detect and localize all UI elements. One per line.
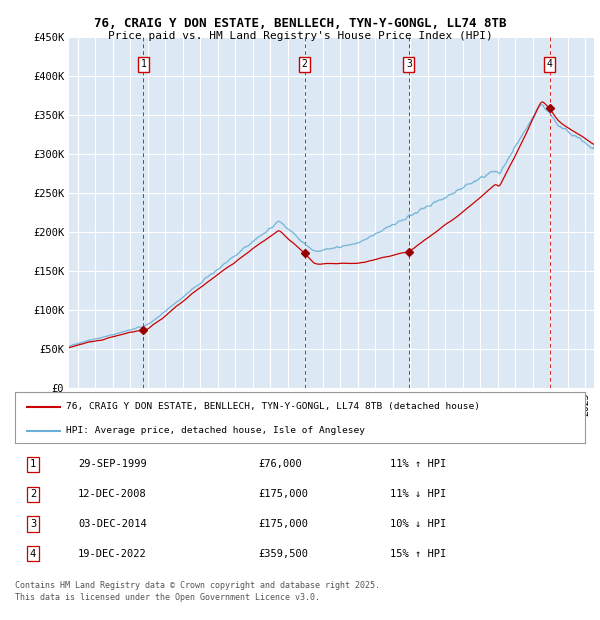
Text: HPI: Average price, detached house, Isle of Anglesey: HPI: Average price, detached house, Isle… bbox=[66, 426, 365, 435]
Text: £359,500: £359,500 bbox=[258, 549, 308, 559]
Text: 4: 4 bbox=[30, 549, 36, 559]
Text: 76, CRAIG Y DON ESTATE, BENLLECH, TYN-Y-GONGL, LL74 8TB (detached house): 76, CRAIG Y DON ESTATE, BENLLECH, TYN-Y-… bbox=[66, 402, 481, 411]
Text: 10% ↓ HPI: 10% ↓ HPI bbox=[390, 519, 446, 529]
Text: Contains HM Land Registry data © Crown copyright and database right 2025.: Contains HM Land Registry data © Crown c… bbox=[15, 581, 380, 590]
Text: 19-DEC-2022: 19-DEC-2022 bbox=[78, 549, 147, 559]
Text: 1: 1 bbox=[30, 459, 36, 469]
Text: 29-SEP-1999: 29-SEP-1999 bbox=[78, 459, 147, 469]
Text: 4: 4 bbox=[547, 60, 553, 69]
Text: £175,000: £175,000 bbox=[258, 519, 308, 529]
Text: Price paid vs. HM Land Registry's House Price Index (HPI): Price paid vs. HM Land Registry's House … bbox=[107, 31, 493, 41]
Text: 2: 2 bbox=[30, 489, 36, 499]
Text: £175,000: £175,000 bbox=[258, 489, 308, 499]
Text: 3: 3 bbox=[406, 60, 412, 69]
Text: 03-DEC-2014: 03-DEC-2014 bbox=[78, 519, 147, 529]
Text: 12-DEC-2008: 12-DEC-2008 bbox=[78, 489, 147, 499]
Text: 3: 3 bbox=[30, 519, 36, 529]
Text: This data is licensed under the Open Government Licence v3.0.: This data is licensed under the Open Gov… bbox=[15, 593, 320, 602]
Text: 76, CRAIG Y DON ESTATE, BENLLECH, TYN-Y-GONGL, LL74 8TB: 76, CRAIG Y DON ESTATE, BENLLECH, TYN-Y-… bbox=[94, 17, 506, 30]
Text: 1: 1 bbox=[140, 60, 146, 69]
Text: 11% ↓ HPI: 11% ↓ HPI bbox=[390, 489, 446, 499]
Text: 11% ↑ HPI: 11% ↑ HPI bbox=[390, 459, 446, 469]
Text: 15% ↑ HPI: 15% ↑ HPI bbox=[390, 549, 446, 559]
Text: 2: 2 bbox=[302, 60, 307, 69]
Text: £76,000: £76,000 bbox=[258, 459, 302, 469]
